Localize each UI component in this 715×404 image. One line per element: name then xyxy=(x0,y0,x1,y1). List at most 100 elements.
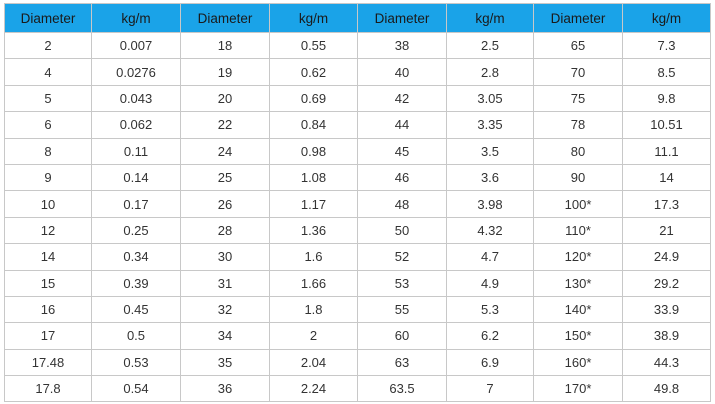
kg-per-m-cell: 21 xyxy=(622,216,711,245)
kg-per-m-cell: 7 xyxy=(446,375,534,403)
column-header-kg-per-m: kg/m xyxy=(91,3,181,33)
kg-per-m-cell: 7.3 xyxy=(622,31,711,60)
diameter-cell: 2 xyxy=(4,31,92,60)
column-header-diameter: Diameter xyxy=(180,3,270,33)
diameter-cell: 15 xyxy=(4,269,92,297)
kg-per-m-cell: 1.17 xyxy=(269,190,358,218)
table-row: 14 0.34 30 1.6 52 4.7 120* 24.9 xyxy=(4,243,711,271)
kg-per-m-cell: 0.62 xyxy=(269,58,358,86)
table-row: 4 0.0276 19 0.62 40 2.8 70 8.5 xyxy=(4,58,711,86)
kg-per-m-cell: 0.0276 xyxy=(91,58,181,86)
table-row: 17 0.5 34 2 60 6.2 150* 38.9 xyxy=(4,322,711,350)
kg-per-m-cell: 0.17 xyxy=(91,190,181,218)
table-row: 9 0.14 25 1.08 46 3.6 90 14 xyxy=(4,163,711,192)
diameter-cell: 78 xyxy=(533,111,623,139)
column-header-diameter: Diameter xyxy=(4,3,92,33)
kg-per-m-cell: 2.04 xyxy=(269,348,358,377)
diameter-cell: 55 xyxy=(357,295,447,324)
diameter-cell: 4 xyxy=(4,58,92,86)
diameter-cell: 28 xyxy=(180,216,270,245)
kg-per-m-cell: 1.6 xyxy=(269,243,358,271)
kg-per-m-cell: 1.08 xyxy=(269,163,358,192)
kg-per-m-cell: 38.9 xyxy=(622,322,711,350)
diameter-cell: 32 xyxy=(180,295,270,324)
column-header-diameter: Diameter xyxy=(533,3,623,33)
kg-per-m-cell: 3.6 xyxy=(446,163,534,192)
table-row: 17.8 0.54 36 2.24 63.5 7 170* 49.8 xyxy=(4,375,711,403)
kg-per-m-cell: 0.5 xyxy=(91,322,181,350)
diameter-weight-table: Diameter kg/m Diameter kg/m Diameter kg/… xyxy=(4,3,711,403)
column-header-kg-per-m: kg/m xyxy=(446,3,534,33)
diameter-cell: 70 xyxy=(533,58,623,86)
diameter-cell: 35 xyxy=(180,348,270,377)
kg-per-m-cell: 2.24 xyxy=(269,375,358,403)
diameter-cell: 5 xyxy=(4,84,92,113)
table-row: 6 0.062 22 0.84 44 3.35 78 10.51 xyxy=(4,111,711,139)
diameter-cell: 52 xyxy=(357,243,447,271)
kg-per-m-cell: 0.34 xyxy=(91,243,181,271)
kg-per-m-cell: 1.8 xyxy=(269,295,358,324)
kg-per-m-cell: 44.3 xyxy=(622,348,711,377)
kg-per-m-cell: 8.5 xyxy=(622,58,711,86)
kg-per-m-cell: 1.66 xyxy=(269,269,358,297)
diameter-cell: 48 xyxy=(357,190,447,218)
kg-per-m-cell: 17.3 xyxy=(622,190,711,218)
column-header-kg-per-m: kg/m xyxy=(622,3,711,33)
diameter-cell: 100* xyxy=(533,190,623,218)
diameter-cell: 20 xyxy=(180,84,270,113)
kg-per-m-cell: 0.14 xyxy=(91,163,181,192)
diameter-cell: 40 xyxy=(357,58,447,86)
kg-per-m-cell: 0.84 xyxy=(269,111,358,139)
diameter-cell: 22 xyxy=(180,111,270,139)
diameter-cell: 30 xyxy=(180,243,270,271)
column-header-diameter: Diameter xyxy=(357,3,447,33)
kg-per-m-cell: 3.5 xyxy=(446,137,534,165)
kg-per-m-cell: 0.53 xyxy=(91,348,181,377)
diameter-cell: 63 xyxy=(357,348,447,377)
diameter-cell: 46 xyxy=(357,163,447,192)
table-header-row: Diameter kg/m Diameter kg/m Diameter kg/… xyxy=(4,3,711,33)
diameter-cell: 6 xyxy=(4,111,92,139)
kg-per-m-cell: 1.36 xyxy=(269,216,358,245)
diameter-cell: 130* xyxy=(533,269,623,297)
diameter-cell: 19 xyxy=(180,58,270,86)
diameter-cell: 42 xyxy=(357,84,447,113)
diameter-cell: 80 xyxy=(533,137,623,165)
diameter-cell: 120* xyxy=(533,243,623,271)
kg-per-m-cell: 0.062 xyxy=(91,111,181,139)
diameter-cell: 14 xyxy=(4,243,92,271)
table-row: 2 0.007 18 0.55 38 2.5 65 7.3 xyxy=(4,31,711,60)
kg-per-m-cell: 2 xyxy=(269,322,358,350)
kg-per-m-cell: 6.9 xyxy=(446,348,534,377)
kg-per-m-cell: 0.043 xyxy=(91,84,181,113)
diameter-cell: 16 xyxy=(4,295,92,324)
diameter-cell: 44 xyxy=(357,111,447,139)
diameter-cell: 150* xyxy=(533,322,623,350)
diameter-cell: 160* xyxy=(533,348,623,377)
kg-per-m-cell: 24.9 xyxy=(622,243,711,271)
diameter-cell: 170* xyxy=(533,375,623,403)
diameter-cell: 53 xyxy=(357,269,447,297)
kg-per-m-cell: 49.8 xyxy=(622,375,711,403)
diameter-cell: 8 xyxy=(4,137,92,165)
diameter-cell: 12 xyxy=(4,216,92,245)
diameter-cell: 17.8 xyxy=(4,375,92,403)
diameter-cell: 10 xyxy=(4,190,92,218)
table-row: 12 0.25 28 1.36 50 4.32 110* 21 xyxy=(4,216,711,245)
kg-per-m-cell: 2.8 xyxy=(446,58,534,86)
kg-per-m-cell: 0.11 xyxy=(91,137,181,165)
diameter-cell: 90 xyxy=(533,163,623,192)
kg-per-m-cell: 0.55 xyxy=(269,31,358,60)
kg-per-m-cell: 3.35 xyxy=(446,111,534,139)
table-row: 16 0.45 32 1.8 55 5.3 140* 33.9 xyxy=(4,295,711,324)
kg-per-m-cell: 6.2 xyxy=(446,322,534,350)
diameter-cell: 18 xyxy=(180,31,270,60)
diameter-cell: 26 xyxy=(180,190,270,218)
diameter-cell: 24 xyxy=(180,137,270,165)
table-row: 17.48 0.53 35 2.04 63 6.9 160* 44.3 xyxy=(4,348,711,377)
kg-per-m-cell: 4.9 xyxy=(446,269,534,297)
column-header-kg-per-m: kg/m xyxy=(269,3,358,33)
table-row: 15 0.39 31 1.66 53 4.9 130* 29.2 xyxy=(4,269,711,297)
kg-per-m-cell: 29.2 xyxy=(622,269,711,297)
